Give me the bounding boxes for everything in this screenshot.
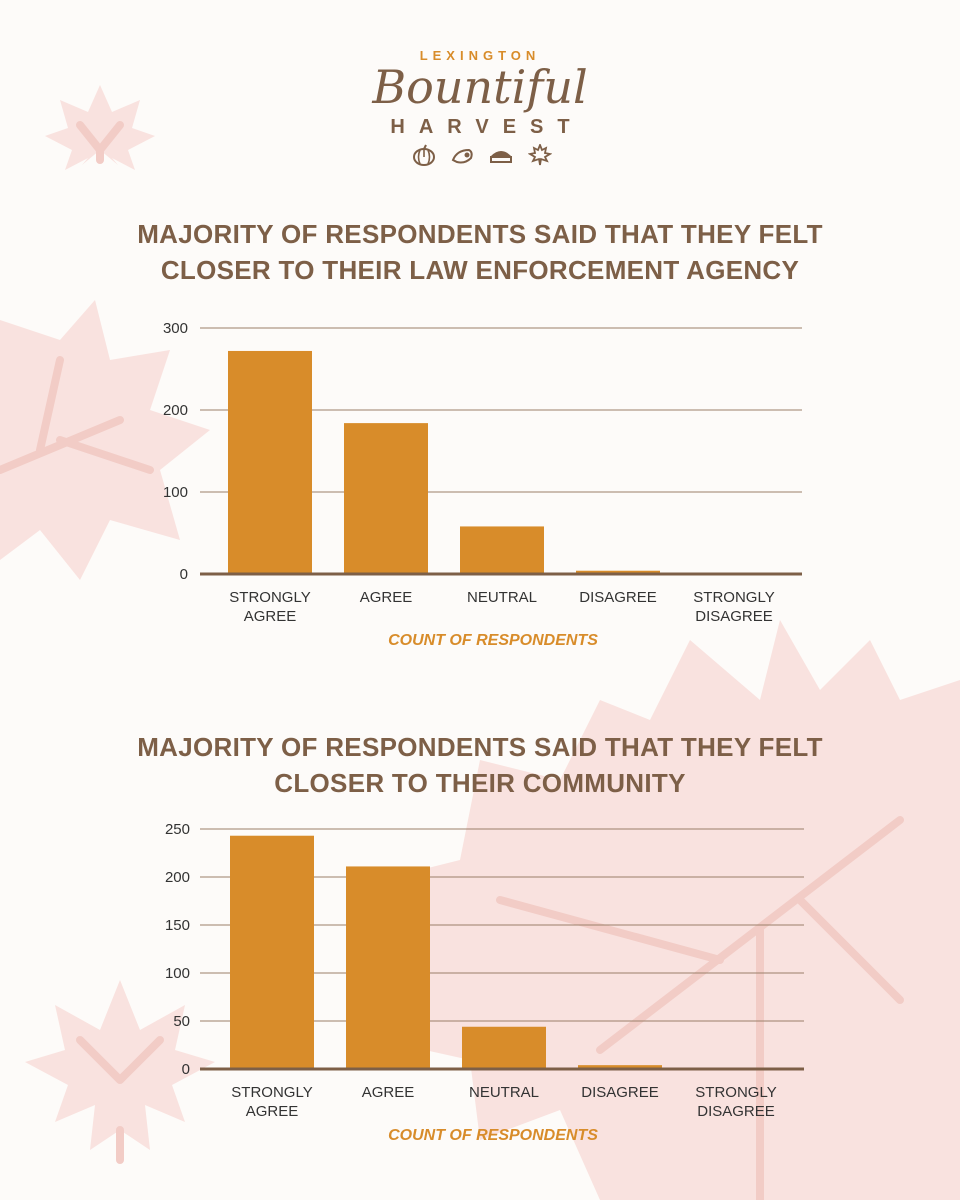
bar: [344, 423, 428, 574]
maple-leaf-shape-bottom-left: [25, 980, 215, 1150]
bar: [346, 866, 430, 1069]
x-category-label: STRONGLY AGREE: [229, 589, 310, 625]
bar: [576, 570, 660, 574]
x-category-label-line: AGREE: [362, 1084, 415, 1101]
y-tick-label: 50: [173, 1013, 190, 1030]
bar: [228, 350, 312, 574]
y-tick-label: 0: [180, 566, 188, 583]
y-tick-label: 100: [165, 965, 190, 982]
pumpkin-icon: [412, 144, 436, 166]
logo-script-text: Bountiful: [372, 60, 588, 114]
x-category-label-line: STRONGLY: [695, 1084, 776, 1101]
chart-caption: COUNT OF RESPONDENTS: [388, 632, 598, 649]
leaf-vein-left: [0, 356, 154, 474]
bar: [230, 835, 314, 1069]
x-category-label-line: DISAGREE: [581, 1084, 659, 1101]
maple-leaf-icon: [527, 142, 553, 166]
y-tick-label: 250: [165, 821, 190, 838]
y-tick-label: 200: [163, 402, 188, 419]
logo-bottom-text: HARVEST: [390, 116, 584, 138]
x-category-label: AGREE: [362, 1084, 415, 1101]
x-category-label-line: NEUTRAL: [467, 589, 537, 606]
bar: [462, 1026, 546, 1069]
bar-chart-svg: 0 100 200 300 STRONGLY AGREE AGREE NEUTRAL DISAG…: [163, 320, 802, 625]
x-category-label-line: STRONGLY: [693, 589, 774, 606]
x-category-label: AGREE: [360, 589, 413, 606]
maple-leaf-shape-left: [0, 300, 210, 580]
y-tick-label: 150: [165, 917, 190, 934]
leaf-vein-top-left: [76, 121, 124, 164]
x-category-label-line: AGREE: [360, 589, 413, 606]
x-category-label: NEUTRAL: [469, 1084, 539, 1101]
x-category-label-line: AGREE: [244, 608, 297, 625]
bar: [578, 1065, 662, 1069]
leaf-vein-right: [496, 816, 904, 1200]
chart-caption: COUNT OF RESPONDENTS: [388, 1127, 598, 1144]
x-category-label: STRONGLY DISAGREE: [695, 1084, 776, 1120]
brand-logo: LEXINGTON Bountiful HARVEST: [340, 40, 620, 170]
x-category-label: NEUTRAL: [467, 589, 537, 606]
x-category-label: STRONGLY DISAGREE: [693, 589, 774, 625]
maple-leaf-shape-top-left: [45, 85, 155, 170]
x-category-label-line: DISAGREE: [697, 1103, 775, 1120]
chart-title: MAJORITY OF RESPONDENTS SAID THAT THEY F…: [137, 732, 823, 798]
y-tick-label: 0: [182, 1061, 190, 1078]
logo-icon-row: [412, 142, 553, 168]
x-category-label-line: AGREE: [246, 1103, 299, 1120]
y-tick-label: 300: [163, 320, 188, 337]
y-tick-label: 200: [165, 869, 190, 886]
x-category-label-line: NEUTRAL: [469, 1084, 539, 1101]
x-category-label-line: DISAGREE: [695, 608, 773, 625]
pie-icon: [489, 144, 513, 166]
x-category-label-line: STRONGLY: [231, 1084, 312, 1101]
leaf-vein-bottom-left: [76, 1036, 164, 1164]
x-category-label: DISAGREE: [579, 589, 657, 606]
x-category-label-line: DISAGREE: [579, 589, 657, 606]
x-category-label-line: STRONGLY: [229, 589, 310, 606]
bar: [460, 526, 544, 574]
logo-top-text: LEXINGTON: [419, 48, 541, 63]
cornucopia-icon: [451, 144, 475, 166]
x-category-label: DISAGREE: [581, 1084, 659, 1101]
chart-title: MAJORITY OF RESPONDENTS SAID THAT THEY F…: [137, 219, 823, 285]
y-tick-label: 100: [163, 484, 188, 501]
x-category-label: STRONGLY AGREE: [231, 1084, 312, 1120]
